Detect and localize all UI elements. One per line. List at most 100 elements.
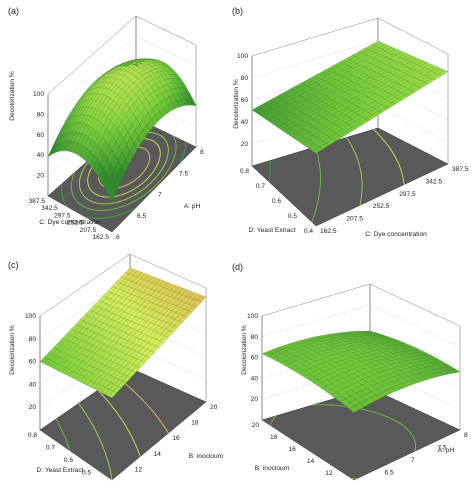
z-tick-label: 40 [251,375,259,382]
surface-cell [312,147,323,154]
y-tick-label: 0.6 [64,457,73,464]
panel-d: 2040608010066.577.58101214161820(d)Decol… [232,262,468,481]
x-tick-label: 7.5 [179,170,188,177]
z-tick-label: 80 [37,111,45,118]
z-gridline [47,36,197,115]
y-axis-label: D: Yeast Extract [249,227,296,234]
z-gridline [261,304,461,347]
x-tick-label: 20 [210,404,218,411]
panel-a: 20 40 60 80 100 6 6.5 7 7.5 8 162.5207.5252.5297.5… [8,6,204,241]
y-tick-label: 207.5 [80,227,97,234]
z-axis-label: Decolorization % [9,325,16,375]
z-tick-label: 60 [251,355,259,362]
y-tick-label: 0.6 [272,198,281,205]
panel-label: (a) [8,6,19,16]
contour-line [70,125,177,211]
response-surface [261,330,461,413]
y-tick-label: 12 [325,470,333,477]
z-tick-label: 80 [29,336,37,343]
z-gridline [39,253,207,317]
x-tick-label: 8 [200,149,204,156]
x-tick-label: 252.5 [373,203,390,210]
y-tick-label: 387.5 [28,198,45,205]
x-tick-label: 6 [116,234,120,241]
x-tick-label: 18 [191,420,199,427]
y-tick-label: 0.7 [256,183,265,190]
z-tick-label: 100 [25,313,36,320]
x-tick-label: 387.5 [452,166,469,173]
x-axis-label: C: Dye concentration [365,231,427,238]
panel-label: (c) [8,260,19,270]
y-tick-label: 0.4 [304,228,313,235]
x-tick-label: 297.5 [399,191,416,198]
contour-line [373,129,405,185]
y-tick-label: 0.7 [46,445,55,452]
z-gridline [47,15,197,95]
x-tick-label: 7.5 [438,445,447,452]
panel-b: 20 40 60 80 100 162.5 207.5 252.5 297.5 342.5 387.… [232,6,469,238]
z-tick-label: 20 [29,404,37,411]
x-tick-label: 6.5 [137,213,146,220]
x-tick-label: 6.5 [385,470,394,477]
z-gridline [251,17,449,57]
contour-line [78,403,113,481]
surface-cell [108,390,117,399]
z-tick-label: 100 [33,91,44,98]
x-tick-label: 207.5 [346,216,363,223]
y-tick-label: 0.5 [82,470,91,477]
z-tick-label: 80 [241,75,249,82]
z-tick-label: 20 [251,396,259,403]
response-surface [47,58,197,203]
surface-cell [108,184,117,203]
x-axis-label: A: pH [438,447,455,454]
z-tick-label: 40 [241,119,249,126]
y-axis-label: B: inocloum [255,465,290,472]
contour-line [311,146,321,223]
x-axis-label: B: inocloum [189,453,224,460]
y-tick-label: 297.5 [54,212,71,219]
y-tick-label: 252.5 [67,220,84,227]
contour-line [346,137,363,206]
x-tick-label: 12 [135,466,143,473]
z-tick-label: 20 [241,141,249,148]
z-tick-label: 80 [251,334,259,341]
z-tick-label: 40 [37,152,45,159]
x-tick-label: 8 [464,432,468,439]
z-gridline [261,283,461,327]
y-tick-label: 20 [252,422,260,429]
x-tick-label: 342.5 [426,178,443,185]
contour-line [97,389,141,457]
y-tick-label: 342.5 [41,205,58,212]
y-tick-label: 0.5 [288,213,297,220]
response-surface [39,267,207,399]
x-tick-label: 7 [411,457,415,464]
y-tick-label: 18 [270,434,278,441]
x-tick-label: 7 [158,192,162,199]
y-tick-label: 162.5 [92,234,109,241]
z-tick-label: 100 [237,53,248,60]
contour-line [268,160,271,183]
z-axis-label: Decolorization % [9,71,16,121]
z-tick-label: 60 [37,132,45,139]
x-tick-label: 162.5 [320,228,337,235]
surface-cell [188,98,197,106]
x-tick-label: 14 [154,451,162,458]
y-axis-label: C: Dye concentration [39,219,101,226]
panel-c: 204060801001012141618200.40.50.60.70.8(c… [8,253,224,481]
y-tick-label: 0.8 [28,432,37,439]
y-tick-label: 16 [288,446,296,453]
surface-cell [349,405,360,413]
y-axis-label: D: Yeast Extract [37,467,84,474]
surface-cell [47,144,56,158]
z-tick-label: 40 [29,381,37,388]
response-surface [251,40,449,154]
z-axis-label: Decolorization % [233,79,240,129]
contour-line [55,418,71,451]
x-tick-label: 16 [172,435,180,442]
z-tick-label: 100 [247,313,258,320]
panel-label: (b) [232,6,243,16]
z-axis-label: Decolorization % [241,325,248,375]
panel-label: (d) [232,262,243,272]
y-tick-label: 0.8 [240,168,249,175]
